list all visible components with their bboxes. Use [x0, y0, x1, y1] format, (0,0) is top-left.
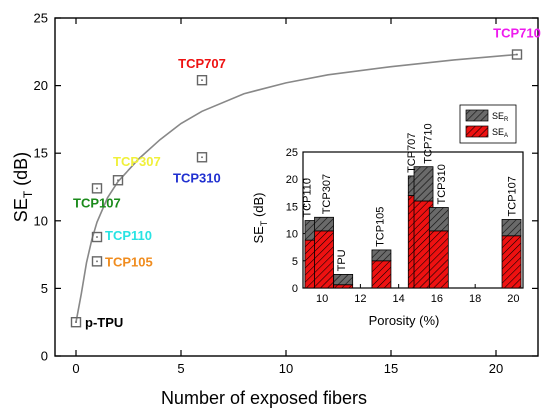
inset-x-tick-label: 14	[393, 293, 405, 305]
data-point-center	[516, 53, 518, 56]
y-tick-label: 5	[41, 281, 48, 296]
bar-se-a	[371, 260, 392, 289]
inset-y-tick-label: 0	[292, 283, 298, 295]
legend-swatch-se-a	[465, 125, 489, 138]
bar-label: TCP107	[507, 176, 519, 216]
inset-x-tick-label: 10	[316, 293, 328, 305]
y-tick-label: 0	[41, 349, 48, 364]
data-point-center	[117, 179, 119, 182]
inset-y-axis-title: SET (dB)	[251, 192, 269, 243]
data-point-center	[201, 156, 203, 159]
data-point-center	[96, 236, 98, 238]
point-label: TCP105	[105, 254, 153, 269]
point-label: TCP307	[113, 154, 161, 169]
inset-y-tick-label: 10	[286, 229, 298, 241]
point-label: TCP107	[73, 195, 121, 210]
point-label: TCP707	[178, 56, 226, 71]
bar-label: TCP110	[301, 178, 313, 218]
x-tick-label: 10	[279, 361, 293, 376]
data-point	[196, 152, 208, 163]
data-point-center	[201, 79, 203, 81]
bar-se-r	[428, 207, 449, 232]
y-tick-label: 20	[34, 78, 48, 93]
y-tick-label: 10	[34, 213, 48, 228]
data-point	[91, 231, 103, 243]
bar-label: TCP707	[406, 133, 418, 173]
main-y-axis-title: SET (dB)	[11, 152, 35, 222]
data-point	[91, 256, 103, 267]
legend-swatch-se-r	[465, 109, 489, 122]
inset-y-tick-label: 5	[292, 256, 298, 268]
bar-label: TCP710	[423, 123, 435, 163]
inset-x-tick-label: 18	[469, 293, 481, 305]
y-tick-label: 15	[34, 146, 48, 161]
inset-x-axis-title: Porosity (%)	[369, 313, 440, 328]
main-x-axis-title: Number of exposed fibers	[161, 388, 367, 408]
data-point	[91, 183, 103, 194]
y-tick-label: 25	[34, 11, 48, 26]
data-point	[112, 175, 124, 186]
bar-label: TCP310	[436, 164, 448, 204]
data-point	[196, 74, 208, 86]
point-label: TCP110	[105, 228, 152, 243]
legend-label-se-r: SER	[492, 111, 509, 123]
data-point-center	[96, 187, 98, 190]
main-plot-frame	[54, 17, 539, 357]
legend-label-se-a: SEA	[492, 127, 508, 139]
x-tick-label: 5	[177, 361, 184, 376]
inset-y-tick-label: 15	[286, 201, 298, 213]
data-point-center	[96, 260, 98, 263]
x-tick-label: 20	[489, 361, 503, 376]
x-tick-label: 15	[384, 361, 398, 376]
bar-se-a	[501, 235, 522, 289]
point-label: TCP310	[173, 170, 221, 185]
bar-se-r	[501, 219, 522, 237]
bar-label: TCP307	[321, 174, 333, 214]
bar-se-a	[333, 284, 354, 289]
bar-se-r	[371, 249, 392, 262]
bar-label: TCP105	[374, 207, 386, 247]
inset-y-tick-label: 25	[286, 147, 298, 159]
bar-se-a	[314, 230, 334, 289]
bar-se-r	[333, 273, 354, 286]
inset-x-tick-label: 12	[354, 293, 366, 305]
data-point-center	[75, 321, 77, 323]
bar-se-a	[428, 230, 449, 289]
inset-y-tick-label: 20	[286, 174, 298, 186]
point-label: TCP710	[493, 26, 541, 41]
point-label: p-TPU	[85, 315, 123, 330]
bar-se-r	[413, 166, 434, 202]
x-tick-label: 0	[72, 361, 79, 376]
inset-legend: SER SEA	[459, 104, 517, 144]
inset-x-tick-label: 20	[507, 293, 519, 305]
bar-label: TPU	[336, 249, 348, 271]
inset-x-tick-label: 16	[431, 293, 443, 305]
bar-se-r	[314, 216, 334, 232]
fit-curve	[75, 53, 518, 323]
data-point	[511, 49, 523, 60]
data-point	[70, 317, 82, 328]
